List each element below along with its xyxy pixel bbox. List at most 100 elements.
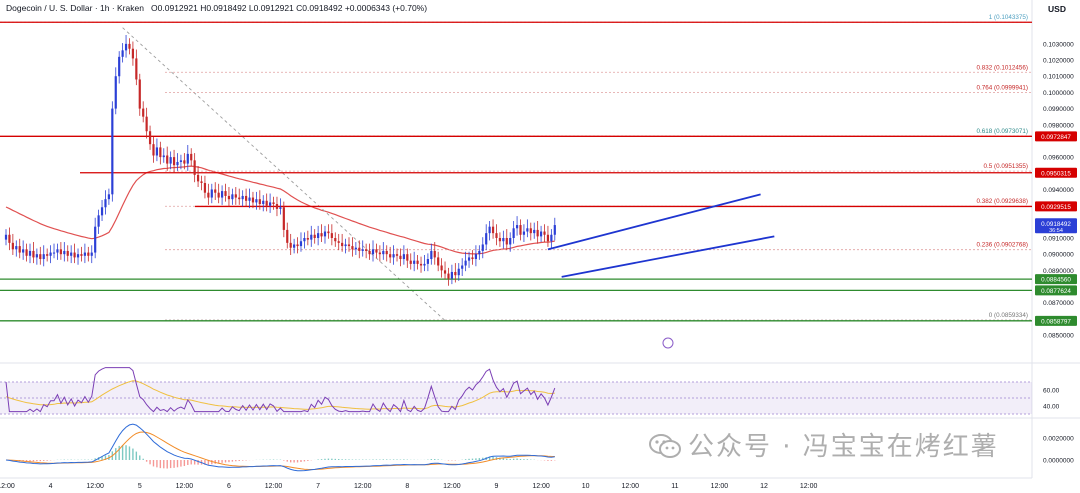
candle-body bbox=[128, 43, 131, 49]
candle-body bbox=[522, 231, 526, 235]
candle-body bbox=[491, 226, 495, 234]
candle-body bbox=[313, 234, 316, 238]
x-tick-label: 12:00 bbox=[443, 483, 461, 490]
candle-body bbox=[498, 238, 502, 242]
candle-body bbox=[214, 189, 217, 193]
candle-body bbox=[371, 249, 375, 255]
x-tick-label: 8 bbox=[405, 483, 409, 490]
y-tick-label: 0.1030000 bbox=[1043, 41, 1074, 48]
y-tick-label: 0.0980000 bbox=[1043, 122, 1074, 129]
candle-body bbox=[296, 244, 299, 247]
candle-body bbox=[245, 195, 248, 201]
candle-body bbox=[282, 207, 285, 230]
candle-body bbox=[217, 192, 220, 198]
candle-body bbox=[334, 238, 337, 242]
candle-body bbox=[399, 255, 402, 260]
candle-body bbox=[265, 200, 268, 206]
candle-body bbox=[262, 200, 265, 205]
candle-body bbox=[337, 241, 340, 243]
candle-body bbox=[519, 225, 522, 235]
candle-body bbox=[323, 231, 327, 237]
dashed-trendline bbox=[122, 27, 446, 321]
candle-body bbox=[32, 250, 35, 258]
last-price-label: 0.0918492 bbox=[1041, 221, 1071, 228]
candle-body bbox=[413, 260, 416, 264]
candle-body bbox=[299, 241, 303, 247]
candle-body bbox=[279, 207, 282, 209]
candle-body bbox=[142, 108, 145, 117]
candle-body bbox=[100, 207, 104, 216]
symbol-title: Dogecoin / U. S. Dollar · 1h · Kraken bbox=[6, 3, 144, 13]
candle-body bbox=[104, 199, 107, 208]
candle-body bbox=[238, 197, 241, 200]
candle-body bbox=[395, 254, 399, 256]
fib-level-label: 0 (0.0859334) bbox=[989, 312, 1028, 319]
candle-body bbox=[159, 147, 162, 158]
y-tick-label: 0.0890000 bbox=[1043, 268, 1074, 275]
candle-body bbox=[203, 183, 207, 193]
price-tag-label: 0.0972847 bbox=[1041, 134, 1071, 141]
candle-body bbox=[28, 250, 32, 256]
price-tag bbox=[1035, 167, 1077, 178]
x-tick-label: 12:00 bbox=[621, 483, 639, 490]
x-tick-label: 12:00 bbox=[176, 483, 194, 490]
candle-body bbox=[481, 244, 484, 251]
macd-tick-label: 0.0020000 bbox=[1043, 436, 1074, 443]
candle-body bbox=[286, 229, 289, 243]
candle-body bbox=[183, 160, 186, 164]
candle-body bbox=[382, 250, 385, 255]
candle-body bbox=[179, 160, 183, 162]
x-tick-label: 4 bbox=[49, 483, 53, 490]
candle-body bbox=[546, 234, 550, 242]
candle-body bbox=[124, 43, 128, 51]
candle-body bbox=[467, 257, 471, 261]
x-tick-label: 11 bbox=[671, 483, 678, 490]
currency-label: USD bbox=[1048, 4, 1066, 14]
candle-body bbox=[269, 202, 272, 206]
candle-body bbox=[39, 254, 42, 260]
candle-body bbox=[107, 194, 110, 200]
price-tag bbox=[1035, 274, 1077, 285]
candle-body bbox=[131, 48, 135, 59]
price-tag bbox=[1035, 131, 1077, 142]
candle-body bbox=[406, 254, 409, 261]
candle-body bbox=[320, 233, 323, 237]
y-tick-label: 0.0850000 bbox=[1043, 333, 1074, 340]
candle-body bbox=[464, 260, 467, 266]
candle-body bbox=[310, 234, 313, 240]
candle-body bbox=[251, 197, 255, 203]
channel-upper-line bbox=[547, 193, 761, 251]
candle-body bbox=[430, 250, 433, 260]
moving-average-line bbox=[5, 165, 555, 255]
x-tick-label: 12:00 bbox=[800, 483, 818, 490]
y-tick-label: 0.1000000 bbox=[1043, 90, 1074, 97]
candle-body bbox=[272, 202, 275, 205]
x-tick-label: 6 bbox=[227, 483, 231, 490]
price-tag-label: 0.0929515 bbox=[1041, 204, 1071, 211]
candle-body bbox=[505, 238, 508, 245]
x-tick-label: 12 bbox=[760, 483, 768, 490]
candle-body bbox=[512, 228, 515, 238]
candle-body bbox=[114, 76, 117, 109]
candle-body bbox=[190, 153, 193, 161]
candle-body bbox=[148, 131, 152, 145]
candle-body bbox=[169, 157, 172, 164]
candle-body bbox=[502, 238, 505, 242]
y-tick-label: 0.0900000 bbox=[1043, 252, 1074, 259]
candle-body bbox=[200, 181, 203, 183]
candle-body bbox=[461, 265, 464, 269]
candle-body bbox=[76, 254, 80, 258]
replay-icon bbox=[662, 337, 674, 349]
candle-body bbox=[162, 155, 165, 158]
watermark: 公众号 · 冯宝宝在烤红薯 bbox=[648, 426, 999, 463]
candle-body bbox=[361, 249, 364, 251]
candle-body bbox=[63, 250, 66, 255]
candle-body bbox=[433, 250, 436, 258]
channel-lower-line bbox=[561, 235, 775, 278]
candle-body bbox=[457, 268, 460, 276]
candle-body bbox=[11, 242, 14, 250]
candle-body bbox=[529, 228, 532, 234]
candle-body bbox=[354, 247, 357, 250]
